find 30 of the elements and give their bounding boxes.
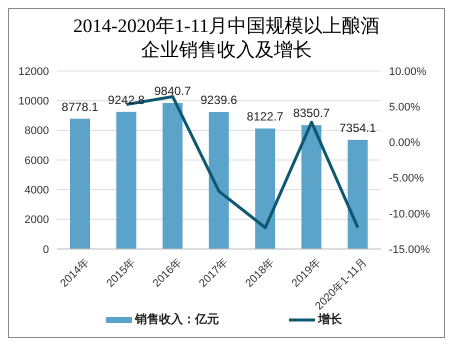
y-tick-label: 2000 — [24, 214, 49, 226]
y2-tick-label: -10.00% — [389, 208, 430, 220]
legend-label: 销售收入：亿元 — [134, 311, 219, 328]
y-tick-label: 4000 — [24, 184, 49, 197]
legend-label: 增长 — [316, 311, 342, 328]
data-label: 9840.7 — [154, 84, 192, 98]
y-tick-label: 8000 — [24, 125, 49, 138]
data-label: 7354.1 — [339, 120, 376, 135]
y2-tick-label: -15.00% — [389, 244, 430, 256]
data-label: 9242.8 — [108, 92, 145, 107]
y-tick-label: 6000 — [24, 154, 49, 167]
bar — [116, 112, 136, 249]
bar — [208, 112, 229, 249]
y2-tick-label: 0.00% — [389, 137, 420, 150]
chart-title: 2014-2020年1-11月中国规模以上酿酒企业销售收入及增长 — [72, 15, 381, 61]
data-label: 8778.1 — [62, 100, 99, 114]
bar — [70, 118, 90, 249]
y-tick-label: 12000 — [18, 66, 49, 78]
bar — [348, 140, 368, 249]
bar — [255, 128, 276, 249]
y2-tick-label: 5.00% — [389, 102, 420, 114]
y2-tick-label: 10.00% — [389, 66, 427, 78]
y-tick-label: 10000 — [18, 96, 49, 108]
data-label: 8350.7 — [293, 106, 330, 120]
data-label: 8122.7 — [246, 110, 284, 124]
y-tick-label: 0 — [42, 244, 49, 256]
y2-tick-label: -5.00% — [389, 172, 424, 185]
bar — [162, 103, 183, 249]
data-label: 9239.6 — [200, 92, 238, 107]
bar — [301, 125, 322, 249]
